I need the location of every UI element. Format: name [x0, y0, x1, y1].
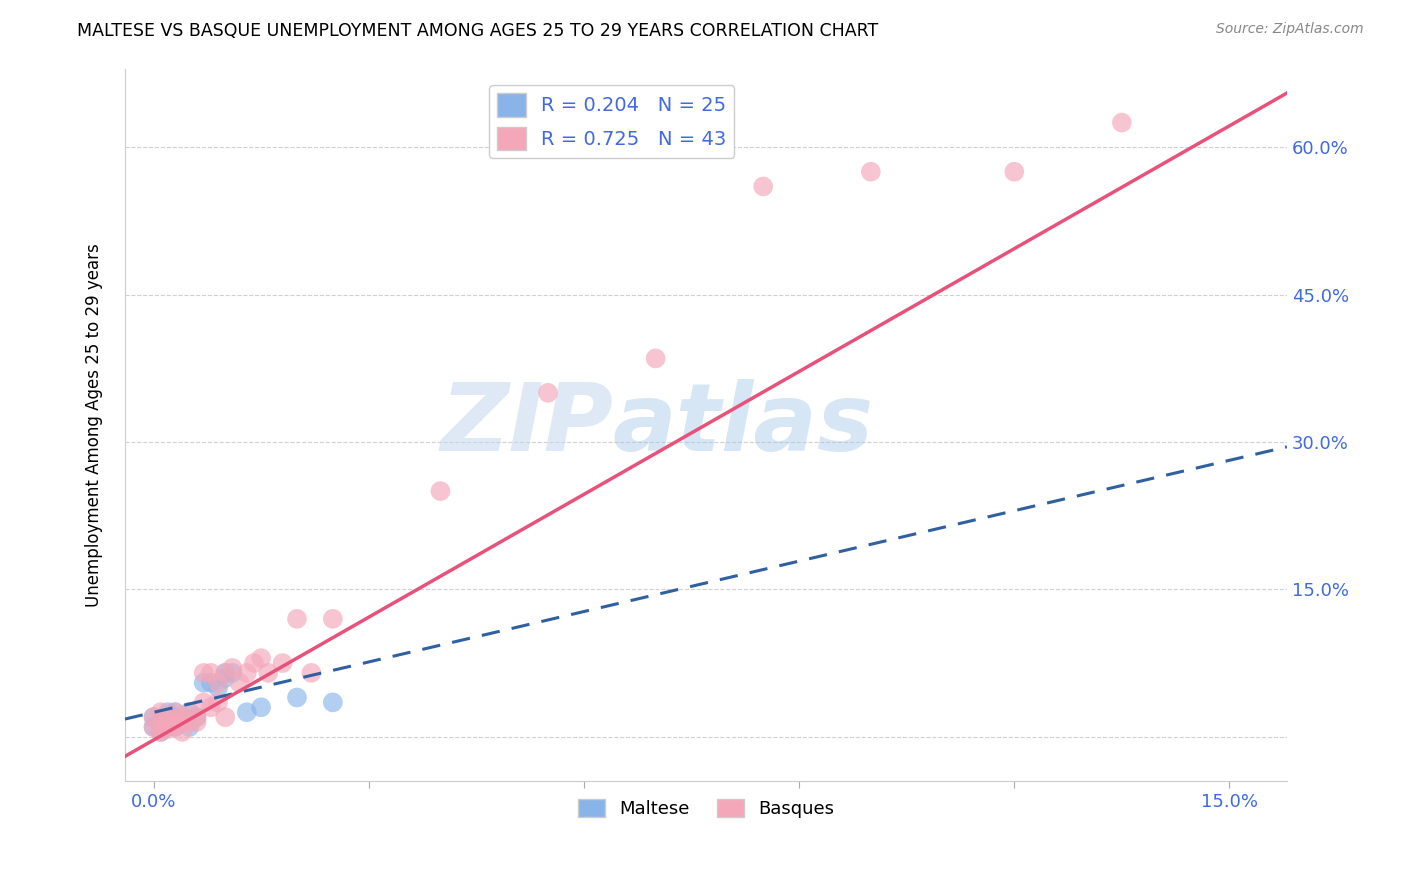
Point: [250, 651, 273, 665]
Point: [236, 665, 259, 680]
Point: [214, 710, 236, 724]
Point: [142, 710, 165, 724]
Point: [172, 710, 194, 724]
Point: [163, 720, 186, 734]
Point: [163, 714, 186, 729]
Point: [214, 671, 236, 685]
Point: [172, 714, 194, 729]
Point: [193, 665, 215, 680]
Point: [214, 665, 236, 680]
Point: [644, 351, 666, 366]
Point: [236, 705, 259, 719]
Point: [172, 714, 194, 729]
Legend: Maltese, Basques: Maltese, Basques: [571, 791, 841, 825]
Point: [221, 661, 243, 675]
Text: atlas: atlas: [613, 379, 875, 471]
Point: [221, 665, 243, 680]
Point: [250, 700, 273, 714]
Point: [193, 695, 215, 709]
Point: [299, 665, 322, 680]
Point: [429, 484, 451, 499]
Point: [752, 179, 775, 194]
Point: [186, 710, 208, 724]
Point: [228, 675, 250, 690]
Point: [186, 714, 208, 729]
Point: [156, 714, 179, 729]
Point: [859, 164, 882, 178]
Point: [186, 710, 208, 724]
Point: [200, 700, 222, 714]
Point: [156, 710, 179, 724]
Point: [172, 710, 194, 724]
Point: [156, 705, 179, 719]
Point: [207, 695, 229, 709]
Point: [200, 675, 222, 690]
Point: [149, 720, 172, 734]
Point: [207, 681, 229, 695]
Point: [322, 612, 344, 626]
Point: [149, 714, 172, 729]
Point: [1002, 164, 1025, 178]
Point: [156, 722, 179, 736]
Point: [163, 705, 186, 719]
Point: [163, 720, 186, 734]
Point: [142, 720, 165, 734]
Point: [537, 385, 560, 400]
Point: [285, 690, 308, 705]
Point: [200, 665, 222, 680]
Point: [163, 714, 186, 729]
Text: MALTESE VS BASQUE UNEMPLOYMENT AMONG AGES 25 TO 29 YEARS CORRELATION CHART: MALTESE VS BASQUE UNEMPLOYMENT AMONG AGE…: [77, 22, 879, 40]
Point: [156, 710, 179, 724]
Point: [142, 710, 165, 724]
Point: [149, 724, 172, 739]
Point: [214, 665, 236, 680]
Text: ZIP: ZIP: [440, 379, 613, 471]
Point: [1111, 115, 1133, 129]
Point: [179, 705, 201, 719]
Point: [322, 695, 344, 709]
Point: [149, 724, 172, 739]
Point: [285, 612, 308, 626]
Point: [271, 656, 294, 670]
Point: [243, 656, 266, 670]
Point: [156, 720, 179, 734]
Text: Source: ZipAtlas.com: Source: ZipAtlas.com: [1216, 22, 1364, 37]
Point: [257, 665, 280, 680]
Point: [179, 714, 201, 729]
Point: [142, 720, 165, 734]
Point: [179, 705, 201, 719]
Point: [179, 720, 201, 734]
Y-axis label: Unemployment Among Ages 25 to 29 years: Unemployment Among Ages 25 to 29 years: [86, 243, 103, 607]
Point: [149, 705, 172, 719]
Point: [172, 724, 194, 739]
Point: [163, 705, 186, 719]
Point: [193, 675, 215, 690]
Point: [207, 675, 229, 690]
